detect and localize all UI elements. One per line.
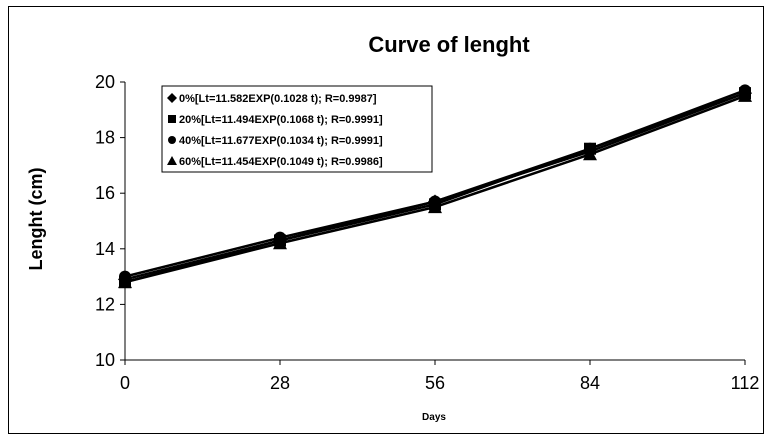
- legend-entry: 60%[Lt=11.454EXP(0.1049 t); R=0.9986]: [179, 156, 383, 168]
- chart-title: Curve of lenght: [368, 32, 530, 57]
- legend: 0%[Lt=11.582EXP(0.1028 t); R=0.9987] 20%[…: [161, 85, 433, 173]
- legend-entry: 40%[Lt=11.677EXP(0.1034 t); R=0.9991]: [179, 135, 383, 147]
- data-point: [738, 88, 752, 102]
- y-axis-label: Lenght (cm): [26, 168, 46, 271]
- data-point: [118, 275, 132, 289]
- series-markers-3: [118, 88, 752, 289]
- x-tick-label: 56: [425, 373, 445, 393]
- legend-marker: [168, 115, 176, 123]
- legend-entry: 0%[Lt=11.582EXP(0.1028 t); R=0.9987]: [179, 93, 377, 105]
- legend-entry: 20%[Lt=11.494EXP(0.1068 t); R=0.9991]: [179, 114, 383, 126]
- y-tick-label: 18: [95, 128, 115, 148]
- legend-marker: [168, 136, 176, 144]
- data-point: [428, 200, 442, 214]
- x-axis-label: Days: [422, 412, 446, 423]
- y-tick-label: 12: [95, 294, 115, 314]
- x-tick-label: 112: [731, 373, 760, 393]
- x-tick-label: 0: [120, 373, 130, 393]
- legend-marker: [167, 156, 177, 165]
- x-tick-label: 84: [580, 373, 600, 393]
- y-tick-label: 16: [95, 183, 115, 203]
- y-tick-label: 14: [95, 239, 115, 259]
- x-tick-label: 28: [270, 373, 290, 393]
- data-point: [583, 147, 597, 161]
- legend-marker: [167, 93, 177, 103]
- legend-box: [161, 85, 433, 173]
- y-tick-label: 10: [95, 350, 115, 370]
- y-tick-label: 20: [95, 72, 115, 92]
- data-point: [273, 236, 287, 250]
